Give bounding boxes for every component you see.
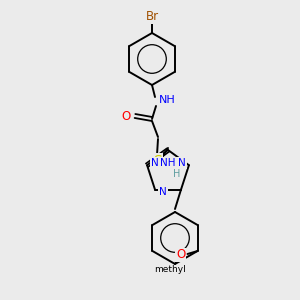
Text: methyl: methyl: [154, 266, 185, 274]
Text: N: N: [159, 187, 167, 197]
Text: O: O: [122, 110, 130, 122]
Text: N: N: [151, 158, 159, 168]
Text: NH: NH: [160, 158, 176, 168]
Text: Br: Br: [146, 11, 159, 23]
Text: S: S: [154, 154, 162, 168]
Text: N: N: [178, 158, 186, 168]
Text: NH: NH: [159, 95, 176, 105]
Text: H: H: [173, 169, 181, 179]
Text: O: O: [176, 248, 185, 262]
